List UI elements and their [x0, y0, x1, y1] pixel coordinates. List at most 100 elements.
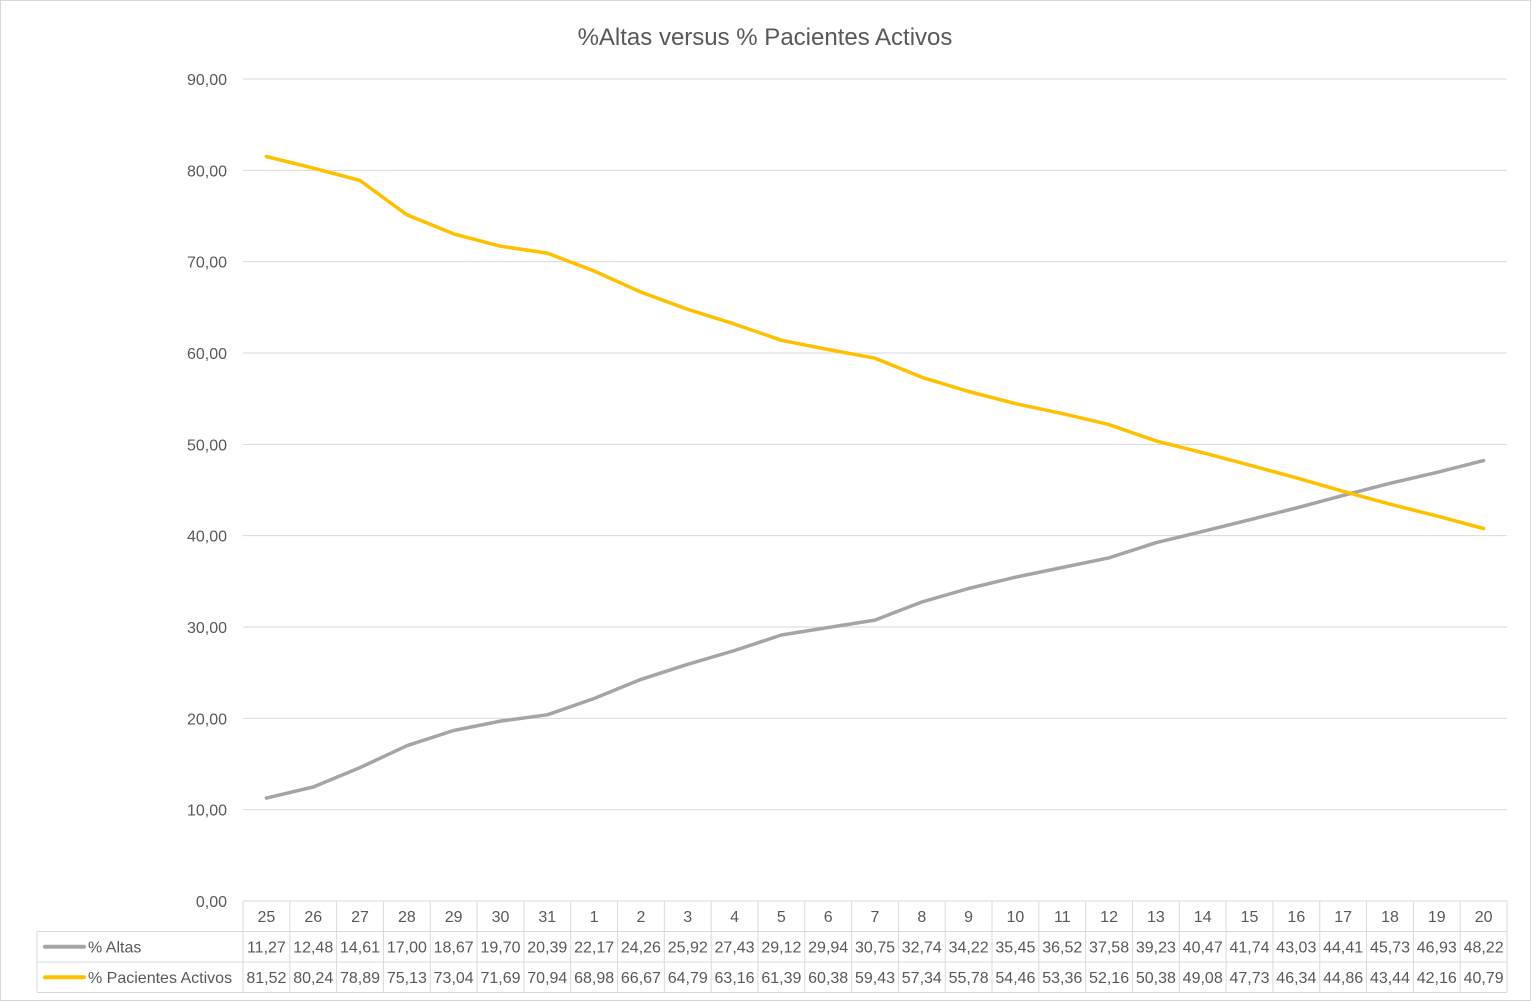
x-tick-label: 31 [538, 909, 556, 926]
data-label: 59,43 [855, 970, 895, 987]
data-label: 71,69 [480, 970, 520, 987]
data-label: 17,00 [387, 940, 427, 957]
data-label: 70,94 [527, 970, 567, 987]
series-lines [264, 154, 1486, 800]
x-tick-label: 3 [683, 909, 692, 926]
data-label: 24,26 [621, 940, 661, 957]
data-label: 53,36 [1042, 970, 1082, 987]
data-label: 80,24 [293, 970, 333, 987]
series-line-2 [264, 154, 1486, 531]
data-label: 60,38 [808, 970, 848, 987]
x-tick-label: 6 [824, 909, 833, 926]
x-tick-label: 14 [1194, 909, 1212, 926]
data-label: 12,48 [293, 940, 333, 957]
data-label: 75,13 [387, 970, 427, 987]
data-label: 68,98 [574, 970, 614, 987]
data-label: 40,79 [1464, 970, 1504, 987]
data-label: 46,34 [1276, 970, 1316, 987]
x-tick-label: 4 [730, 909, 739, 926]
legend-label: % Pacientes Activos [88, 970, 232, 987]
data-label: 20,39 [527, 940, 567, 957]
y-tick-label: 60,00 [187, 346, 227, 363]
data-label: 22,17 [574, 940, 614, 957]
y-tick-label: 0,00 [196, 894, 227, 911]
data-label: 64,79 [668, 970, 708, 987]
data-label: 32,74 [902, 940, 942, 957]
x-tick-label: 25 [258, 909, 276, 926]
x-tick-label: 8 [917, 909, 926, 926]
data-label: 43,44 [1370, 970, 1410, 987]
data-label: 18,67 [434, 940, 474, 957]
x-tick-label: 17 [1334, 909, 1352, 926]
data-label: 57,34 [902, 970, 942, 987]
data-label: 50,38 [1136, 970, 1176, 987]
x-tick-label: 29 [445, 909, 463, 926]
data-label: 37,58 [1089, 940, 1129, 957]
x-tick-label: 11 [1054, 909, 1071, 926]
data-label: 47,73 [1229, 970, 1269, 987]
x-tick-label: 30 [492, 909, 510, 926]
data-label: 29,94 [808, 940, 848, 957]
series-line-1 [264, 458, 1486, 800]
data-label: 48,22 [1464, 940, 1504, 957]
y-tick-label: 70,00 [187, 255, 227, 272]
data-label: 34,22 [949, 940, 989, 957]
y-tick-label: 90,00 [187, 72, 227, 89]
data-label: 25,92 [668, 940, 708, 957]
data-label: 46,93 [1417, 940, 1457, 957]
y-tick-label: 80,00 [187, 163, 227, 180]
data-label: 29,12 [761, 940, 801, 957]
data-label: 78,89 [340, 970, 380, 987]
data-label: 81,52 [246, 970, 286, 987]
x-tick-label: 1 [590, 909, 599, 926]
y-tick-label: 30,00 [187, 620, 227, 637]
x-tick-label: 18 [1381, 909, 1399, 926]
x-tick-label: 19 [1428, 909, 1446, 926]
data-label: 40,47 [1183, 940, 1223, 957]
y-tick-label: 20,00 [187, 711, 227, 728]
x-tick-label: 13 [1147, 909, 1165, 926]
x-tick-label: 5 [777, 909, 786, 926]
data-label: 35,45 [995, 940, 1035, 957]
data-label: 30,75 [855, 940, 895, 957]
x-tick-label: 26 [304, 909, 322, 926]
data-label: 61,39 [761, 970, 801, 987]
data-label: 66,67 [621, 970, 661, 987]
data-label: 55,78 [949, 970, 989, 987]
data-label: 44,86 [1323, 970, 1363, 987]
x-tick-label: 7 [871, 909, 880, 926]
data-label: 54,46 [995, 970, 1035, 987]
x-tick-label: 10 [1007, 909, 1025, 926]
data-label: 39,23 [1136, 940, 1176, 957]
x-tick-label: 2 [636, 909, 645, 926]
data-label: 27,43 [715, 940, 755, 957]
data-label: 45,73 [1370, 940, 1410, 957]
y-tick-label: 10,00 [187, 803, 227, 820]
data-label: 44,41 [1323, 940, 1363, 957]
x-tick-label: 15 [1241, 909, 1259, 926]
data-label: 49,08 [1183, 970, 1223, 987]
data-label: 14,61 [340, 940, 380, 957]
data-label: 19,70 [480, 940, 520, 957]
y-axis: 0,00 10,00 20,00 30,00 40,00 50,00 60,00 70,00 8… [187, 72, 227, 911]
x-tick-label: 12 [1100, 909, 1118, 926]
data-label: 42,16 [1417, 970, 1457, 987]
data-label: 43,03 [1276, 940, 1316, 957]
data-label: 36,52 [1042, 940, 1082, 957]
legend-label: % Altas [88, 940, 141, 957]
data-label: 63,16 [715, 970, 755, 987]
x-tick-label: 28 [398, 909, 416, 926]
data-label: 11,27 [247, 940, 286, 957]
y-tick-label: 40,00 [187, 529, 227, 546]
data-label: 52,16 [1089, 970, 1129, 987]
data-label: 41,74 [1229, 940, 1269, 957]
chart-title: %Altas versus % Pacientes Activos [578, 24, 953, 51]
data-label: 73,04 [434, 970, 474, 987]
x-tick-label: 16 [1287, 909, 1305, 926]
y-tick-label: 50,00 [187, 437, 227, 454]
gridlines [243, 78, 1507, 811]
data-table: 25 26 27 28 29 30 31 1 2 3 4 5 6 7 8 9 10 11 12 13 14 15 16 17 1… [36, 900, 1508, 993]
x-tick-label: 20 [1475, 909, 1493, 926]
